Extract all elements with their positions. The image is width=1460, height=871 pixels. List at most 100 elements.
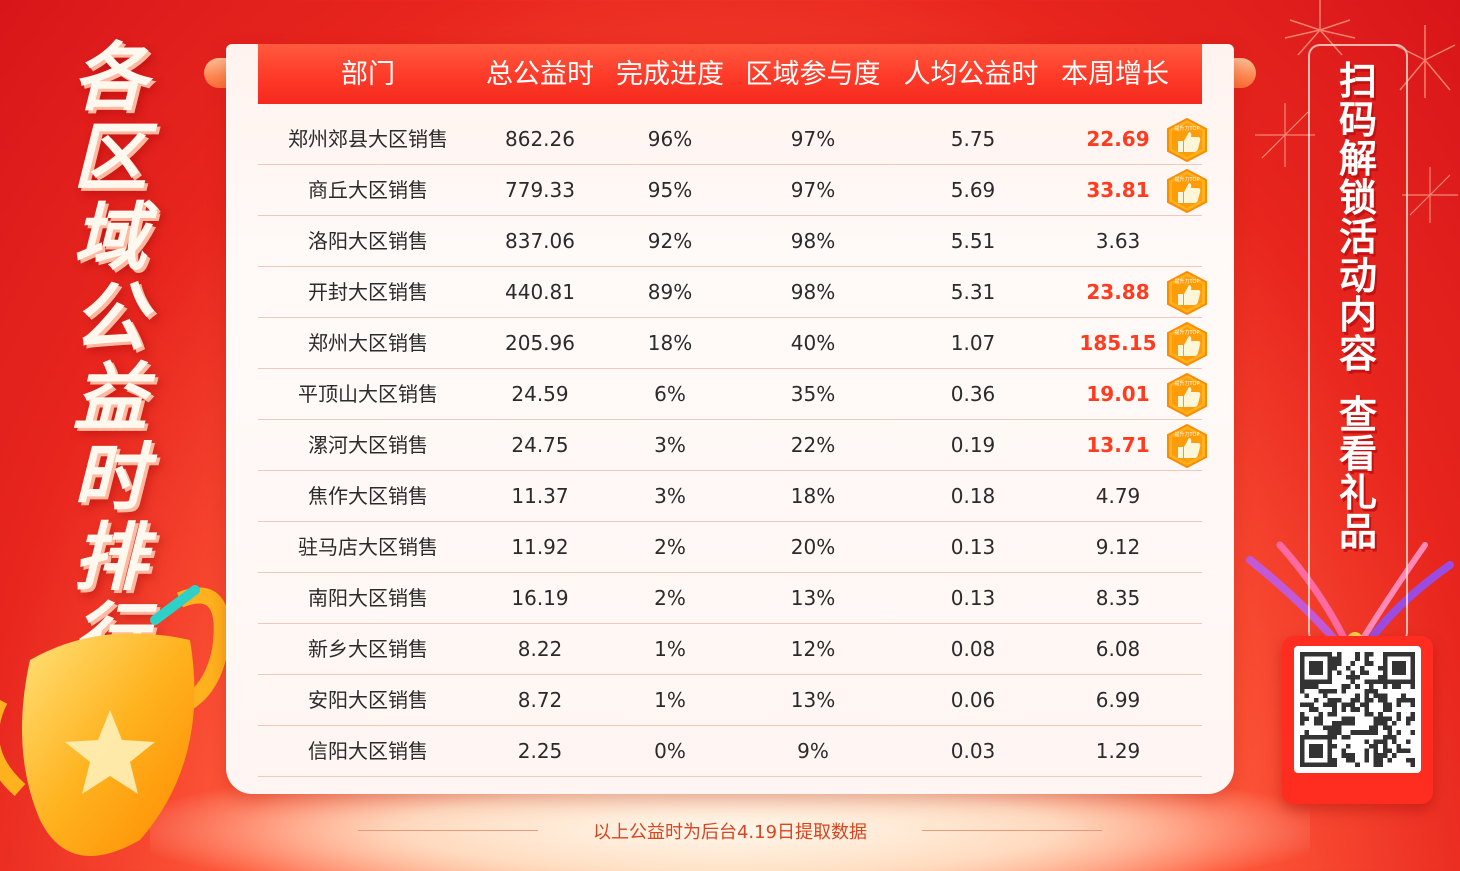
firework-icon	[1255, 103, 1315, 167]
table-row: 漯河大区销售 24.75 3% 22% 0.19 13.71 提升力TOP	[258, 420, 1207, 471]
cell-total: 24.59	[511, 382, 569, 406]
cell-participation: 98%	[790, 280, 836, 304]
cell-growth: 6.08	[1095, 637, 1141, 661]
cell-per-capita: 0.13	[950, 586, 996, 610]
cell-dept: 漯河大区销售	[308, 433, 428, 457]
table-row: 商丘大区销售 779.33 95% 97% 5.69 33.81 提升力TOP	[258, 165, 1207, 216]
cell-total: 2.25	[517, 739, 563, 763]
cell-progress: 92%	[647, 229, 693, 253]
promo-text: 扫码解锁活动内容查看礼品	[1318, 62, 1398, 552]
promo-char: 品	[1338, 510, 1377, 554]
footer-divider-left	[358, 830, 538, 831]
cell-participation: 97%	[790, 178, 836, 202]
cell-participation: 35%	[790, 382, 836, 406]
title-char: 各	[73, 35, 147, 121]
badge-label: 提升力TOP	[1174, 125, 1199, 132]
table-row: 焦作大区销售 11.37 3% 18% 0.18 4.79	[258, 471, 1202, 522]
cell-total: 837.06	[505, 229, 575, 253]
column-header-growth: 本周增长	[1061, 59, 1169, 90]
cell-dept: 郑州郊县大区销售	[288, 127, 448, 151]
badge-label: 提升力TOP	[1174, 431, 1199, 438]
cell-dept: 新乡大区销售	[308, 637, 428, 661]
cell-total: 16.19	[511, 586, 569, 610]
promo-char: 礼	[1338, 471, 1377, 515]
cell-total: 8.22	[517, 637, 563, 661]
column-header-dept: 部门	[341, 59, 395, 90]
title-char: 域	[73, 195, 147, 281]
cell-growth: 22.69	[1086, 127, 1150, 151]
cell-dept: 南阳大区销售	[308, 586, 428, 610]
thumbs-up-icon: 提升力TOP	[1164, 321, 1210, 367]
cell-dept: 信阳大区销售	[308, 739, 428, 763]
table-row: 郑州郊县大区销售 862.26 96% 97% 5.75 22.69 提升力TOP	[258, 114, 1207, 165]
qr-card[interactable]	[1282, 636, 1433, 804]
badge-label: 提升力TOP	[1174, 176, 1199, 183]
cell-progress: 89%	[647, 280, 693, 304]
promo-char: 扫	[1338, 59, 1377, 103]
thumbs-up-icon: 提升力TOP	[1164, 168, 1210, 214]
firework-icon	[1284, 0, 1356, 56]
cell-dept: 安阳大区销售	[308, 688, 428, 712]
cell-participation: 9%	[797, 739, 829, 763]
cell-growth: 3.63	[1095, 229, 1141, 253]
page-title: 各 区 域 公 益 时 排 行	[62, 38, 158, 678]
badge-label: 提升力TOP	[1174, 278, 1199, 285]
title-char: 时	[73, 435, 147, 521]
cell-progress: 6%	[654, 382, 686, 406]
cell-per-capita: 0.03	[950, 739, 996, 763]
cell-per-capita: 0.36	[950, 382, 996, 406]
footer-divider-right	[922, 830, 1102, 831]
table-row: 新乡大区销售 8.22 1% 12% 0.08 6.08	[258, 624, 1202, 675]
cell-per-capita: 5.31	[950, 280, 996, 304]
cell-growth: 33.81	[1086, 178, 1150, 202]
cell-participation: 12%	[790, 637, 836, 661]
cell-growth: 19.01	[1086, 382, 1150, 406]
cell-dept: 开封大区销售	[308, 280, 428, 304]
cell-participation: 97%	[790, 127, 836, 151]
promo-char: 解	[1338, 137, 1377, 181]
cell-participation: 98%	[790, 229, 836, 253]
cell-growth: 1.29	[1095, 739, 1141, 763]
cell-growth: 23.88	[1086, 280, 1150, 304]
cell-dept: 焦作大区销售	[308, 484, 428, 508]
badge-label: 提升力TOP	[1174, 380, 1199, 387]
title-char: 排	[73, 515, 147, 601]
promo-char: 看	[1338, 432, 1377, 476]
promo-char: 容	[1338, 332, 1377, 376]
table-row: 郑州大区销售 205.96 18% 40% 1.07 185.15 提升力TOP	[258, 318, 1207, 369]
promo-char: 动	[1338, 254, 1377, 298]
cell-dept: 郑州大区销售	[308, 331, 428, 355]
cell-participation: 18%	[790, 484, 836, 508]
table-row: 洛阳大区销售 837.06 92% 98% 5.51 3.63	[258, 216, 1202, 267]
promo-char: 码	[1338, 98, 1377, 142]
table-row: 开封大区销售 440.81 89% 98% 5.31 23.88 提升力TOP	[258, 267, 1207, 318]
qr-code-icon[interactable]	[1294, 646, 1421, 773]
footnote: 以上公益时为后台4.19日提取数据	[592, 822, 868, 843]
thumbs-up-icon: 提升力TOP	[1164, 372, 1210, 418]
cell-per-capita: 0.18	[950, 484, 996, 508]
cell-dept: 洛阳大区销售	[308, 229, 428, 253]
cell-per-capita: 0.13	[950, 535, 996, 559]
firework-icon	[1402, 167, 1458, 223]
cell-per-capita: 0.19	[950, 433, 996, 457]
table-row: 平顶山大区销售 24.59 6% 35% 0.36 19.01 提升力TOP	[258, 369, 1207, 420]
cell-participation: 40%	[790, 331, 836, 355]
cell-progress: 2%	[654, 586, 686, 610]
column-header-progress: 完成进度	[616, 59, 724, 90]
cell-growth: 9.12	[1095, 535, 1141, 559]
cell-progress: 3%	[654, 484, 686, 508]
cell-per-capita: 5.75	[950, 127, 996, 151]
cell-per-capita: 5.51	[950, 229, 996, 253]
cell-progress: 95%	[647, 178, 693, 202]
cell-progress: 2%	[654, 535, 686, 559]
cell-per-capita: 0.08	[950, 637, 996, 661]
cell-growth: 13.71	[1086, 433, 1150, 457]
cell-participation: 13%	[790, 688, 836, 712]
table-row: 安阳大区销售 8.72 1% 13% 0.06 6.99	[258, 675, 1202, 726]
cell-progress: 18%	[647, 331, 693, 355]
cell-progress: 96%	[647, 127, 693, 151]
cell-total: 862.26	[505, 127, 575, 151]
promo-char: 活	[1338, 215, 1377, 259]
title-char: 区	[73, 115, 147, 201]
column-header-participation: 区域参与度	[745, 59, 881, 90]
